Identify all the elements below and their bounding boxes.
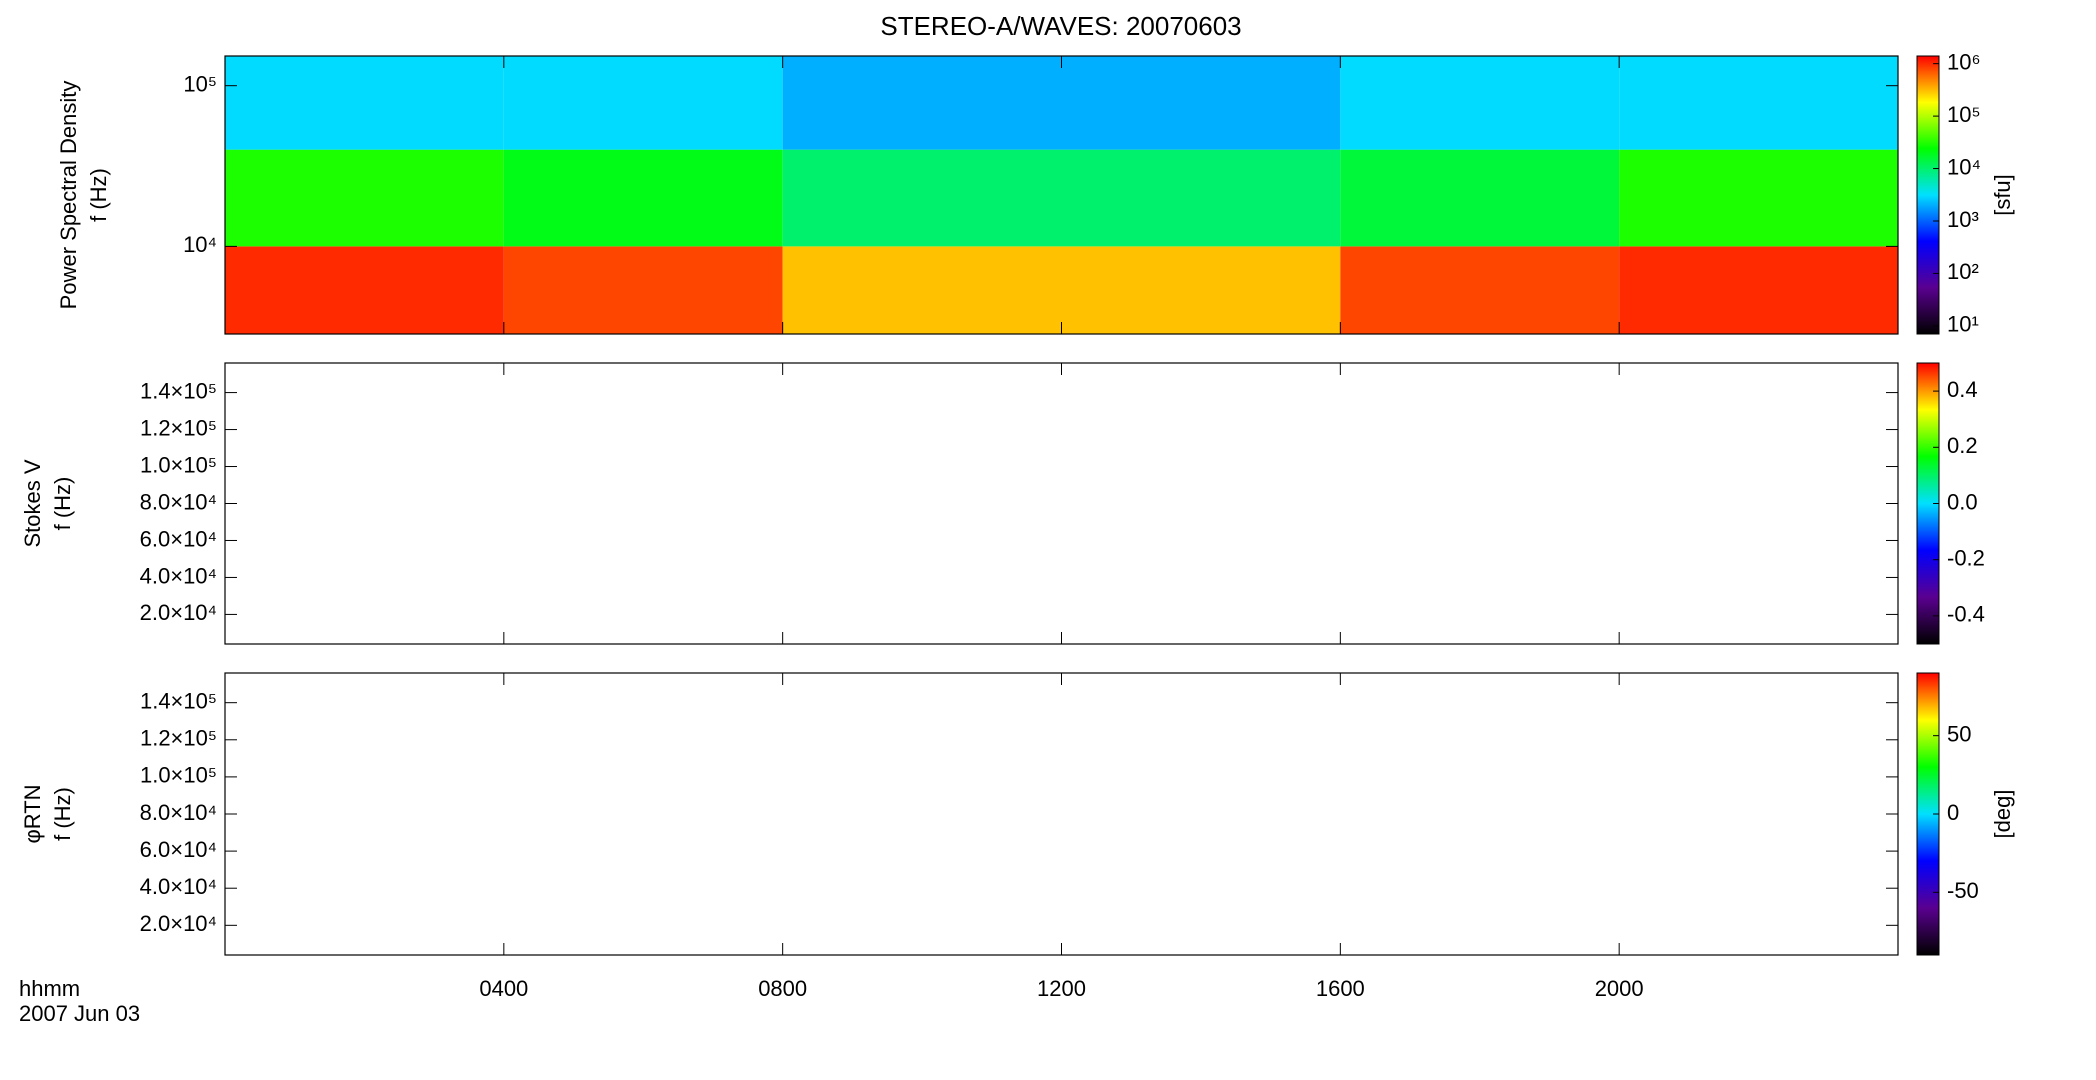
heatmap-cell — [1619, 56, 1898, 150]
heatmap-cell — [225, 149, 504, 247]
y-tick-label: 1.0×10⁵ — [140, 452, 217, 477]
y-axis-label: f (Hz) — [50, 787, 75, 841]
y-tick-label: 1.4×10⁵ — [140, 378, 217, 403]
colorbar-tick-label: 0.2 — [1947, 433, 1978, 458]
colorbar-tick-label: 10⁴ — [1947, 154, 1981, 179]
heatmap-cell — [1061, 246, 1341, 334]
colorbar-tick-label: -50 — [1947, 878, 1979, 903]
colorbar-tick-label: 0 — [1947, 800, 1959, 825]
heatmap-cell — [503, 246, 783, 334]
y-tick-label: 6.0×10⁴ — [140, 526, 217, 551]
y-tick-label: 4.0×10⁴ — [140, 563, 217, 588]
y-tick-label: 8.0×10⁴ — [140, 800, 217, 825]
heatmap-cell — [1340, 149, 1620, 247]
heatmap-cell — [782, 56, 1062, 150]
y-tick-label: 2.0×10⁴ — [140, 911, 217, 936]
colorbar-tick-label: 10⁵ — [1947, 102, 1981, 127]
y-tick-label: 8.0×10⁴ — [140, 489, 217, 514]
heatmap-cell — [782, 246, 1062, 334]
y-tick-label: 1.2×10⁵ — [140, 415, 217, 440]
heatmap-cell — [1340, 246, 1620, 334]
colorbar-tick-label: 50 — [1947, 721, 1971, 746]
heatmap-cell — [1619, 149, 1898, 247]
heatmap-cell — [225, 56, 504, 150]
y-tick-label: 1.2×10⁵ — [140, 726, 217, 751]
y-axis-label: φRTN — [20, 784, 45, 843]
chart-title: STEREO-A/WAVES: 20070603 — [880, 11, 1241, 41]
x-tick-label: 2000 — [1595, 976, 1644, 1001]
colorbar-tick-label: 10² — [1947, 259, 1979, 284]
heatmap-cell — [503, 149, 783, 247]
y-tick-label: 1.4×10⁵ — [140, 688, 217, 713]
y-axis-label: f (Hz) — [50, 477, 75, 531]
colorbar-tick-label: 10³ — [1947, 207, 1979, 232]
heatmap-cell — [503, 56, 783, 150]
y-tick-label: 6.0×10⁴ — [140, 837, 217, 862]
heatmap-cell — [225, 246, 504, 334]
colorbar-tick-label: 10⁶ — [1947, 49, 1981, 74]
x-tick-label: 1200 — [1037, 976, 1086, 1001]
heatmap-cell — [782, 149, 1062, 247]
y-axis-label: Power Spectral Density — [56, 81, 81, 310]
colorbar-tick-label: 10¹ — [1947, 312, 1979, 337]
y-tick-label: 10⁵ — [183, 71, 217, 96]
colorbar-tick-label: -0.4 — [1947, 602, 1985, 627]
heatmap-cell — [1061, 149, 1341, 247]
y-tick-label: 4.0×10⁴ — [140, 874, 217, 899]
x-tick-label: 1600 — [1316, 976, 1365, 1001]
y-axis-label: Stokes V — [20, 459, 45, 547]
y-tick-label: 10⁴ — [183, 232, 217, 257]
colorbar-tick-label: -0.2 — [1947, 546, 1985, 571]
x-axis-label: hhmm — [19, 976, 80, 1001]
colorbar-tick-label: 0.0 — [1947, 489, 1978, 514]
colorbar-label: [deg] — [1990, 790, 2015, 839]
colorbar-tick-label: 0.4 — [1947, 377, 1978, 402]
y-tick-label: 1.0×10⁵ — [140, 763, 217, 788]
x-tick-label: 0800 — [758, 976, 807, 1001]
colorbar — [1916, 55, 1940, 335]
plot-frame — [224, 362, 1899, 645]
heatmap-cell — [1619, 246, 1898, 334]
heatmap-cell — [1340, 56, 1620, 150]
y-axis-label: f (Hz) — [86, 168, 111, 222]
y-tick-label: 2.0×10⁴ — [140, 600, 217, 625]
date-label: 2007 Jun 03 — [19, 1001, 140, 1026]
x-tick-label: 0400 — [479, 976, 528, 1001]
heatmap-cell — [1061, 56, 1341, 150]
plot-frame — [224, 672, 1899, 956]
colorbar-label: [sfu] — [1990, 174, 2015, 216]
